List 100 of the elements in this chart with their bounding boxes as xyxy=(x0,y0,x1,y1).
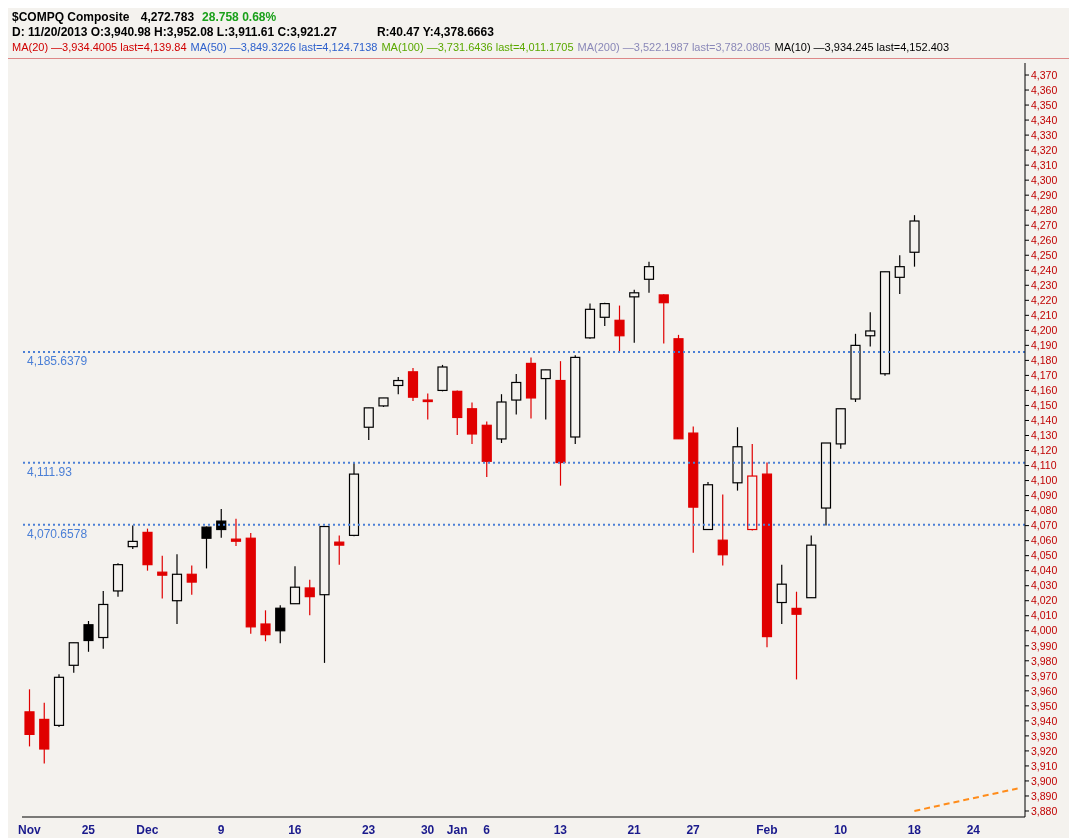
y-tick-label: 4,160 xyxy=(1031,384,1058,397)
text: MA(10) —3,934.245 last=4,152.403 xyxy=(774,41,950,53)
candlestick xyxy=(540,369,551,421)
text: MA(200) —3,522.1987 last=3,782.0805 xyxy=(577,41,771,53)
y-tick-label: 4,300 xyxy=(1031,173,1058,186)
y-tick-label: 3,890 xyxy=(1031,789,1058,802)
candlestick xyxy=(157,555,168,600)
x-tick-label: 6 xyxy=(483,822,491,837)
y-tick-label: 4,320 xyxy=(1031,143,1058,156)
y-tick-label: 4,150 xyxy=(1031,399,1058,412)
candlestick xyxy=(68,642,79,674)
y-tick-label: 4,220 xyxy=(1031,294,1058,307)
y-tick-label: 4,270 xyxy=(1031,218,1058,231)
x-tick-label: 16 xyxy=(288,822,302,837)
y-tick-label: 4,190 xyxy=(1031,339,1058,352)
y-tick-label: 3,990 xyxy=(1031,639,1058,652)
y-tick-label: 4,210 xyxy=(1031,309,1058,322)
candlestick xyxy=(791,591,802,681)
y-tick-label: 4,070 xyxy=(1031,519,1058,532)
candlestick xyxy=(230,518,242,547)
y-tick-label: 4,110 xyxy=(1031,459,1057,472)
y-tick-label: 4,330 xyxy=(1031,128,1058,141)
candlestick xyxy=(776,564,787,625)
y-tick-label: 4,250 xyxy=(1031,248,1058,261)
y-tick-label: 4,010 xyxy=(1031,609,1058,622)
candlestick xyxy=(201,525,212,570)
chart-title: $COMPQ Composite xyxy=(12,10,130,24)
y-tick-label: 4,200 xyxy=(1031,324,1058,337)
text: 28.758 0.68% xyxy=(202,10,277,24)
y-tick-label: 4,180 xyxy=(1031,354,1058,367)
y-tick-label: 4,130 xyxy=(1031,429,1058,442)
x-tick-label: 25 xyxy=(81,822,96,837)
x-tick-label: 18 xyxy=(907,822,922,837)
y-tick-label: 4,240 xyxy=(1031,264,1058,276)
candlestick xyxy=(304,579,315,616)
y-tick-label: 4,090 xyxy=(1031,489,1058,502)
y-tick-label: 4,140 xyxy=(1031,414,1058,427)
y-tick-label: 3,980 xyxy=(1031,654,1058,667)
x-tick-label: Nov xyxy=(18,822,42,837)
text: D: 11/20/2013 O:3,940.98 H:3,952.08 L:3,911.61 C:3,921.27 xyxy=(12,25,337,39)
text: MA(100) —3,731.6436 last=4,011.1705 xyxy=(381,41,574,53)
x-tick-label: 24 xyxy=(966,822,981,837)
x-tick-label: 10 xyxy=(833,822,848,837)
x-tick-label: Jan xyxy=(446,822,468,837)
text: MA(50) —3,849.3226 last=4,124.7138 xyxy=(190,41,378,53)
candlestick xyxy=(260,609,271,642)
y-tick-label: 3,920 xyxy=(1031,744,1058,757)
candlestick xyxy=(289,565,301,605)
candlestick xyxy=(422,392,433,421)
y-tick-label: 4,280 xyxy=(1031,203,1058,216)
chart-subtitle: 4,272.783 xyxy=(140,10,195,24)
y-tick-label: 4,370 xyxy=(1031,68,1058,81)
candlestick xyxy=(865,311,876,348)
y-tick-label: 4,020 xyxy=(1031,594,1058,607)
candlestick xyxy=(658,293,669,345)
y-tick-label: 4,230 xyxy=(1031,279,1058,292)
candlestick xyxy=(334,534,345,566)
y-tick-label: 4,350 xyxy=(1031,98,1058,111)
candlestick xyxy=(629,289,640,344)
y-tick-label: 4,060 xyxy=(1031,534,1058,547)
y-tick-label: 4,170 xyxy=(1031,369,1058,382)
candlestick xyxy=(614,304,625,352)
y-tick-label: 4,260 xyxy=(1031,233,1058,246)
y-tick-label: 4,100 xyxy=(1031,474,1058,487)
candlestick xyxy=(186,564,197,596)
y-tick-label: 4,000 xyxy=(1031,624,1058,637)
y-tick-label: 4,080 xyxy=(1031,504,1058,517)
y-tick-label: 4,050 xyxy=(1031,549,1058,562)
y-tick-label: 3,970 xyxy=(1031,669,1058,682)
text: MA(20) —3,934.4005 last=4,139.84 xyxy=(12,41,187,53)
candlestick xyxy=(24,688,35,748)
y-tick-label: 3,880 xyxy=(1031,804,1058,817)
candlestick xyxy=(717,493,728,567)
text: R:40.47 Y:4,378.6663 xyxy=(376,25,494,39)
ref-line-label: 4,185.6379 xyxy=(27,354,88,369)
candlestick xyxy=(437,364,448,392)
x-tick-label: 30 xyxy=(420,822,435,837)
candlestick xyxy=(894,254,905,295)
candlestick xyxy=(216,508,227,539)
y-tick-label: 3,960 xyxy=(1031,684,1058,697)
y-tick-label: 3,900 xyxy=(1031,774,1058,787)
y-tick-label: 3,950 xyxy=(1031,699,1058,712)
candlestick xyxy=(643,261,655,294)
y-tick-label: 4,120 xyxy=(1031,444,1058,457)
x-tick-label: 13 xyxy=(553,822,568,837)
candlestick xyxy=(511,373,522,416)
y-tick-label: 4,360 xyxy=(1031,83,1058,96)
x-tick-label: 27 xyxy=(686,822,701,837)
candlestick xyxy=(127,525,138,550)
y-tick-label: 4,340 xyxy=(1031,113,1058,126)
ref-line-label: 4,111.93 xyxy=(27,465,73,480)
x-tick-label: Feb xyxy=(756,822,778,837)
y-tick-label: 4,040 xyxy=(1031,564,1058,577)
candlestick xyxy=(275,604,286,644)
x-tick-label: 9 xyxy=(217,822,225,837)
y-tick-label: 4,030 xyxy=(1031,579,1058,592)
x-tick-label: Dec xyxy=(136,822,159,837)
y-tick-label: 3,930 xyxy=(1031,729,1058,742)
y-tick-label: 4,290 xyxy=(1031,188,1058,201)
candlestick xyxy=(363,407,374,441)
